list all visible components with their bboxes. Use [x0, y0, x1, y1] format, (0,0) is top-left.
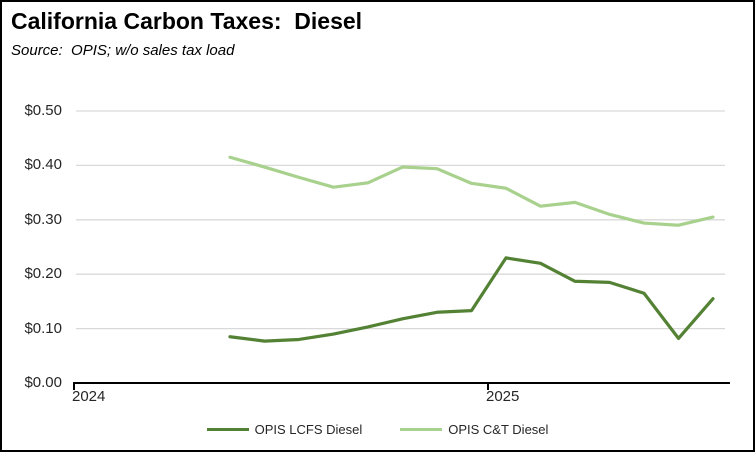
y-axis-tick-label: $0.00 — [24, 374, 62, 391]
legend-label-ct: OPIS C&T Diesel — [448, 422, 549, 437]
chart-legend: OPIS LCFS Diesel OPIS C&T Diesel — [2, 422, 753, 437]
legend-swatch-lcfs-icon — [206, 428, 249, 431]
legend-item-lcfs: OPIS LCFS Diesel — [206, 422, 363, 437]
y-axis-tick-label: $0.40 — [24, 156, 62, 174]
x-axis-tick-label: 2024 — [72, 388, 106, 405]
series-line-opis-lcfs-diesel — [228, 256, 715, 343]
legend-swatch-ct-icon — [400, 428, 443, 431]
chart-subtitle: Source: OPIS; w/o sales tax load — [11, 42, 235, 59]
y-axis-tick-label: $0.50 — [24, 102, 62, 119]
y-axis-tick-label: $0.20 — [24, 265, 62, 283]
x-axis-tick-label: 2025 — [486, 388, 520, 405]
y-axis-tick-label: $0.10 — [24, 319, 62, 337]
legend-label-lcfs: OPIS LCFS Diesel — [254, 422, 363, 437]
y-axis-tick-label: $0.30 — [24, 210, 62, 228]
chart-title: California Carbon Taxes: Diesel — [11, 8, 363, 34]
legend-item-ct: OPIS C&T Diesel — [400, 422, 548, 437]
series-line-opis-ct-diesel — [228, 155, 715, 227]
